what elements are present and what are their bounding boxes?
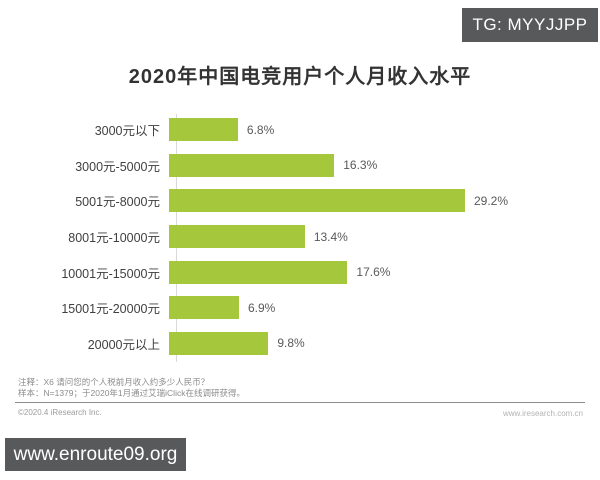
bar-row: 5001元-8000元 29.2% bbox=[0, 183, 600, 219]
chart-title: 2020年中国电竞用户个人月收入水平 bbox=[128, 66, 472, 88]
bar-value-label: 16.3% bbox=[343, 158, 378, 173]
category-label: 3000元以下 bbox=[94, 124, 160, 139]
bar-2 bbox=[169, 153, 335, 177]
category-label: 3000元-5000元 bbox=[75, 159, 160, 174]
bar-value-label: 17.6% bbox=[356, 265, 391, 280]
category-label: 15001元-20000元 bbox=[61, 302, 160, 317]
category-label: 10001元-15000元 bbox=[61, 266, 160, 281]
bar-row: 3000元以下 6.8% bbox=[0, 112, 600, 148]
bar-1 bbox=[169, 118, 238, 142]
bar-7 bbox=[169, 331, 269, 355]
footnote-sample: 样本：N=1379；于2020年1月通过艾瑞iClick在线调研获得。 bbox=[18, 387, 245, 398]
bar-5 bbox=[169, 260, 348, 284]
footnote-question: 注释：X6 请问您的个人税前月收入约多少人民币？ bbox=[18, 377, 210, 387]
copyright-text: ©2020.4 iResearch Inc. bbox=[18, 408, 102, 417]
site-watermark-text: www.enroute09.org bbox=[13, 443, 178, 465]
source-website: www.iresearch.com.cn bbox=[502, 409, 583, 418]
tg-watermark-text: TG: MYYJJPP bbox=[472, 15, 588, 34]
tg-watermark-badge: TG: MYYJJPP bbox=[462, 8, 598, 42]
category-label: 20000元以上 bbox=[87, 337, 160, 352]
bar-value-label: 6.9% bbox=[247, 300, 276, 315]
site-watermark-badge: www.enroute09.org bbox=[5, 438, 186, 471]
bar-value-label: 29.2% bbox=[474, 193, 509, 208]
footer-divider bbox=[15, 402, 585, 403]
bar-row: 20000元以上 9.8% bbox=[0, 326, 600, 362]
bar-value-label: 9.8% bbox=[277, 336, 305, 351]
bar-4 bbox=[169, 225, 305, 249]
bar-6 bbox=[169, 296, 239, 320]
bar-row: 15001元-20000元 6.9% bbox=[0, 290, 600, 326]
bar-chart: 3000元以下 6.8% 3000元-5000元 16.3% 5001元-8000元 29… bbox=[0, 112, 600, 362]
bar-row: 8001元-10000元 13.4% bbox=[0, 219, 600, 255]
bar-row: 3000元-5000元 16.3% bbox=[0, 148, 600, 184]
footnotes: 注释：X6 请问您的个人税前月收入约多少人民币？ 样本：N=1379；于2020… bbox=[18, 377, 245, 398]
bar-3 bbox=[169, 189, 465, 213]
bar-value-label: 6.8% bbox=[246, 122, 275, 137]
category-label: 8001元-10000元 bbox=[68, 231, 160, 246]
category-label: 5001元-8000元 bbox=[75, 195, 160, 210]
bar-value-label: 13.4% bbox=[313, 229, 348, 244]
bar-row: 10001元-15000元 17.6% bbox=[0, 254, 600, 290]
